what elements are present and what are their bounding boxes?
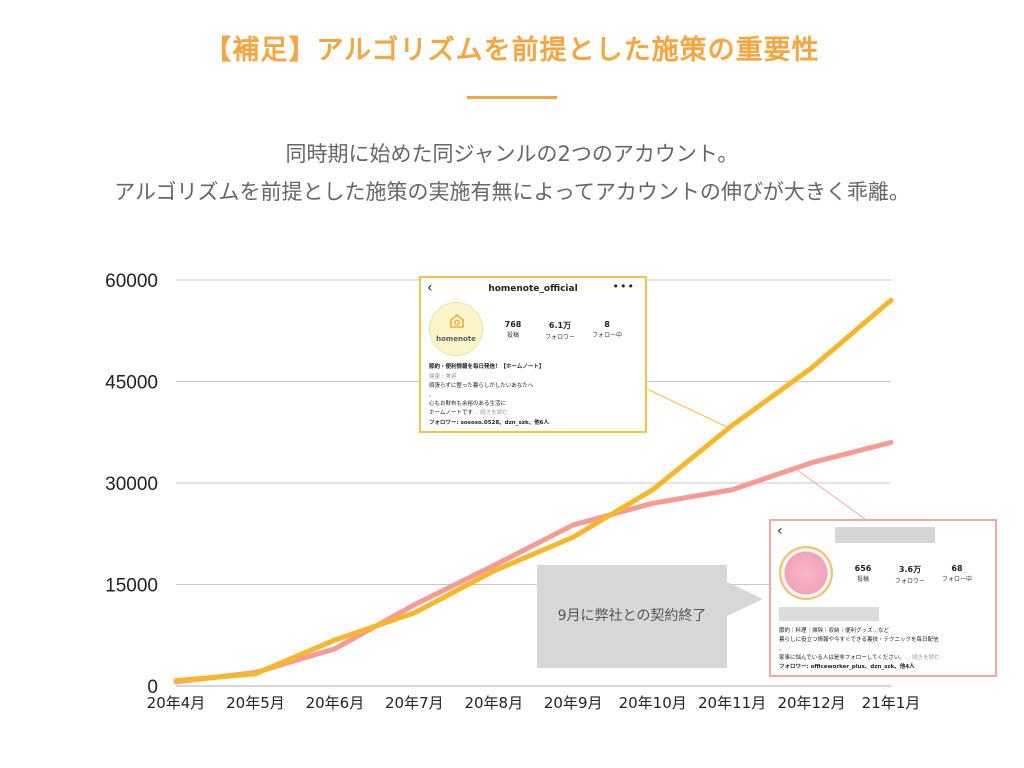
x-tick-label: 20年7月 (385, 694, 444, 712)
profile-card-homenote: ‹ homenote_official ••• homenote 768 投稿 … (419, 276, 647, 433)
chart-series (173, 297, 894, 685)
stat-following: 68 フォロー中 (941, 564, 972, 583)
bio-line: 、 (429, 392, 435, 398)
read-more-link[interactable]: … 続きを読む (904, 655, 940, 661)
bio-followers-line: フォロワー: sososo.0528、dzn_szk、他6人 (429, 420, 549, 426)
y-axis-ticks: 60000 45000 30000 15000 0 (105, 271, 158, 698)
page-title: 【補足】アルゴリズムを前提とした施策の重要性 (204, 35, 820, 66)
bio-line: 節約・便利情報を毎日発信！【ホームノート】 (429, 364, 545, 370)
profile-handle-redacted (835, 527, 935, 543)
title-underline (467, 96, 557, 99)
series-line-competitor (173, 439, 894, 685)
x-tick-label: 20年5月 (226, 694, 285, 712)
x-tick-label: 20年11月 (698, 694, 766, 712)
x-tick-label: 20年6月 (306, 694, 365, 712)
connector-line-a (644, 387, 728, 428)
callout-text: 9月に弊社との契約終了 (557, 608, 707, 624)
x-tick-label: 21年1月 (862, 694, 921, 712)
subtitle-line-2: アルゴリズムを前提とした施策の実施有無によってアカウントの伸びが大きく乖離。 (114, 180, 910, 204)
stat-posts: 656 投稿 (854, 564, 872, 583)
subtitle-line-1: 同時期に始めた同ジャンルの2つのアカウント。 (285, 142, 739, 166)
bio-line: ホームノートです… 続きを読む (429, 410, 508, 416)
bio-line: 、 (779, 646, 785, 652)
bio-line: 健康・美容 (429, 374, 457, 380)
bio-line: 節約｜料理｜掃除｜収納｜便利グッズ…など (779, 628, 890, 634)
x-tick-label: 20年12月 (777, 694, 845, 712)
avatar-logo-text: homenote (436, 335, 476, 343)
x-tick-label: 20年10月 (619, 694, 687, 712)
stat-followers: 3.6万 フォロワー (894, 565, 925, 585)
profile-avatar (779, 546, 833, 600)
stat-posts: 768 投稿 (504, 320, 522, 339)
x-tick-label: 20年9月 (544, 694, 603, 712)
back-icon: ‹ (777, 523, 783, 539)
y-tick-label: 30000 (105, 474, 158, 495)
bio-line: 家事に悩んでいる人は是非フォローしてください。… 続きを読む (779, 655, 940, 661)
card-connectors (644, 387, 866, 520)
more-options-icon: ••• (612, 280, 635, 293)
x-axis-ticks: 20年4月 20年5月 20年6月 20年7月 20年8月 20年9月 20年10月 20年1… (147, 694, 921, 712)
y-tick-label: 0 (147, 677, 158, 698)
bio-line: 暮らしに役立つ情報や今すぐできる裏技・テクニックを毎日配信 (779, 637, 939, 643)
read-more-link[interactable]: … 続きを読む (472, 410, 508, 416)
connector-line-b (796, 469, 866, 520)
y-tick-label: 15000 (105, 576, 158, 597)
stat-followers: 6.1万 フォロワー (544, 321, 575, 341)
profile-avatar: homenote (429, 302, 483, 356)
callout-arrow (727, 582, 763, 616)
profile-card-competitor: ‹ 656 投稿 3.6万 フォロワー 68 フォロー中 節約｜料理｜掃除｜収納… (769, 519, 997, 677)
contract-end-callout: 9月に弊社との契約終了 (537, 565, 727, 668)
back-icon: ‹ (427, 280, 433, 296)
bio-line: 頑張らずに整った暮らしがしたいあなたへ (429, 383, 534, 389)
bio-line: 心もお財布も余裕のある生活に (429, 401, 507, 407)
stat-following: 8 フォロー中 (591, 320, 622, 339)
y-tick-label: 60000 (105, 271, 158, 292)
series-line-homenote (173, 297, 894, 684)
x-tick-label: 20年4月 (147, 694, 206, 712)
bio-followers-line: フォロワー: officeworker_plus、dzn_szk、他4人 (779, 664, 915, 670)
house-camera-icon (450, 314, 464, 328)
x-tick-label: 20年8月 (464, 694, 523, 712)
profile-handle: homenote_official (488, 284, 578, 294)
y-tick-label: 45000 (105, 373, 158, 394)
profile-name-redacted (779, 607, 879, 621)
